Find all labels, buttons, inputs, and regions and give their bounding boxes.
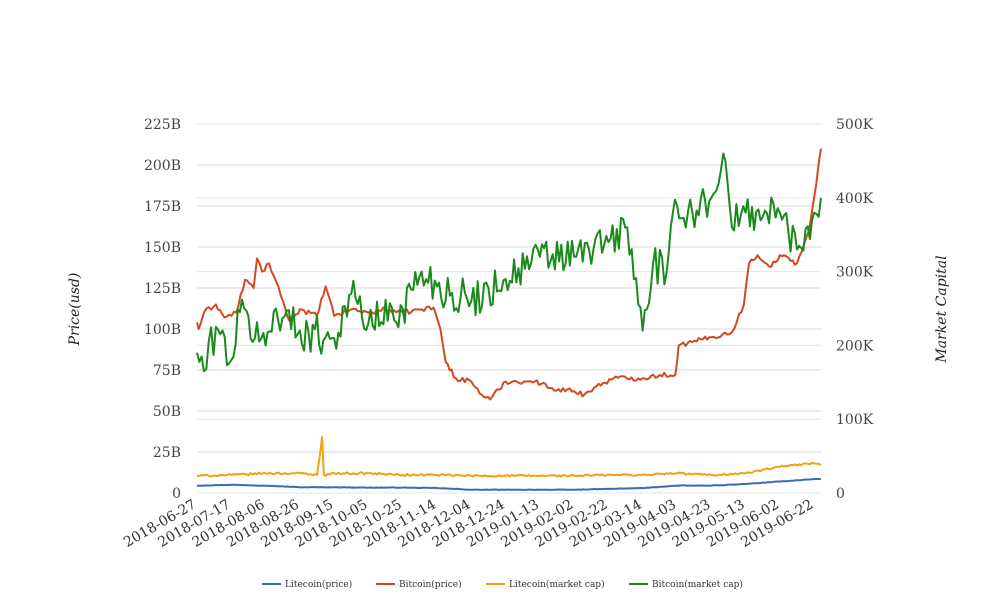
- legend: Litecoin(price) Bitcoin(price) Litecoin(ma…: [262, 579, 743, 590]
- y-right-tick-label: 400K: [836, 191, 874, 207]
- right-axis-title: Market Capital: [934, 255, 950, 363]
- left-axis-title: Price(usd): [67, 273, 83, 347]
- left-y-axis: 0 25B 50B 75B 100B 125B 150B 175B 200B 225B: [144, 117, 181, 502]
- y-left-tick-label: 100B: [144, 322, 181, 338]
- y-right-tick-label: 500K: [836, 117, 874, 133]
- y-left-tick-label: 150B: [144, 240, 181, 256]
- y-right-tick-label: 200K: [836, 338, 874, 354]
- series: [196, 148, 822, 491]
- legend-label: Litecoin(market cap): [509, 579, 605, 590]
- y-left-tick-label: 200B: [144, 158, 181, 174]
- y-left-tick-label: 175B: [144, 199, 181, 215]
- x-axis: 2018-06-272018-07-172018-08-062018-08-26…: [121, 497, 816, 551]
- y-left-tick-label: 75B: [153, 363, 181, 379]
- y-right-tick-label: 0: [836, 486, 845, 502]
- legend-label: Bitcoin(market cap): [652, 579, 743, 590]
- series-line: [196, 152, 822, 373]
- y-right-tick-label: 100K: [836, 412, 874, 428]
- y-left-tick-label: 25B: [153, 445, 181, 461]
- y-left-tick-label: 50B: [153, 404, 181, 420]
- legend-label: Bitcoin(price): [399, 579, 462, 590]
- y-left-tick-label: 225B: [144, 117, 181, 133]
- legend-label: Litecoin(price): [285, 579, 352, 590]
- series-line: [196, 478, 822, 491]
- y-left-tick-label: 0: [172, 486, 181, 502]
- y-right-tick-label: 300K: [836, 265, 874, 281]
- y-left-tick-label: 125B: [144, 281, 181, 297]
- series-line: [196, 436, 822, 478]
- right-y-axis: 0 100K 200K 300K 400K 500K: [836, 117, 874, 502]
- series-line: [196, 148, 822, 401]
